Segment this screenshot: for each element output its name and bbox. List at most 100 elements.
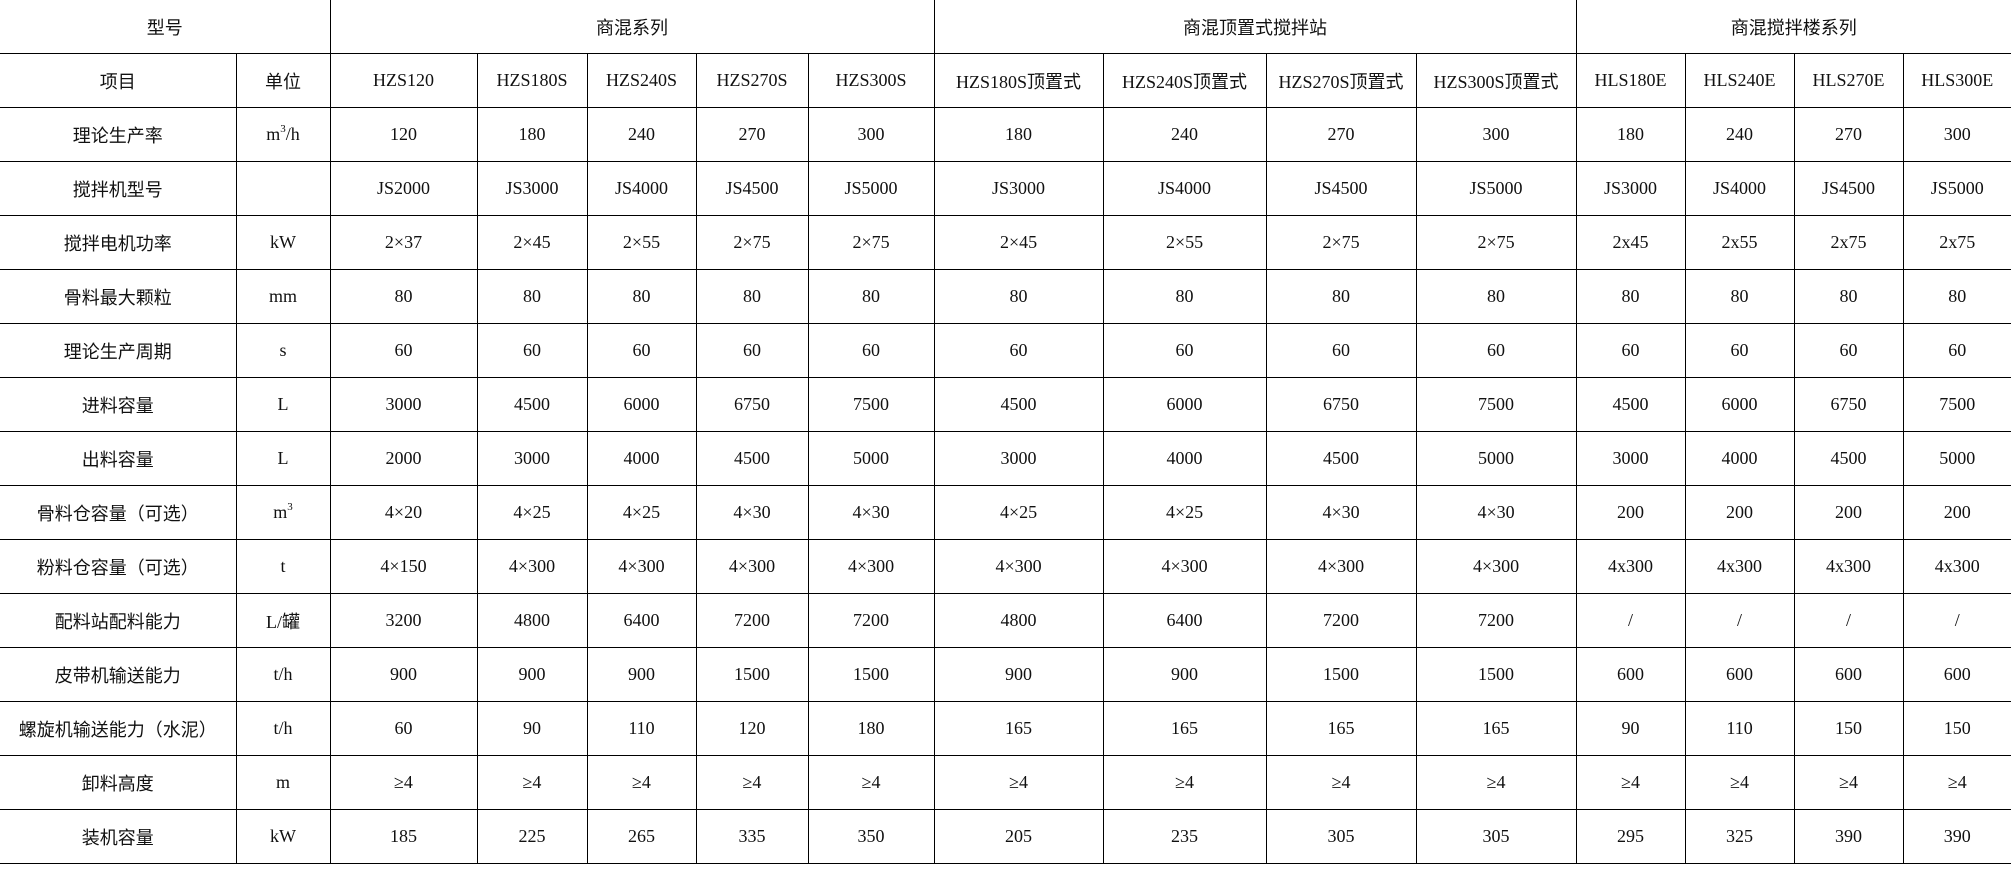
- unit-label: 单位: [235, 53, 331, 108]
- table-cell: /: [1684, 593, 1795, 648]
- table-cell: 60: [1684, 323, 1795, 378]
- table-cell: JS3000: [476, 161, 588, 216]
- table-cell: 60: [1793, 323, 1904, 378]
- table-cell: 4×300: [1415, 539, 1577, 594]
- table-cell: 3000: [329, 377, 478, 432]
- unit-base: m: [266, 124, 281, 144]
- table-cell: 900: [1102, 647, 1267, 702]
- table-cell: 4×30: [807, 485, 935, 540]
- table-cell: JS5000: [807, 161, 935, 216]
- row-unit: m3/h: [235, 107, 331, 162]
- table-cell: 6000: [586, 377, 697, 432]
- table-cell: 150: [1793, 701, 1904, 756]
- table-cell: 6750: [1793, 377, 1904, 432]
- table-cell: 6750: [1265, 377, 1417, 432]
- table-row: 搅拌电机功率 kW 2×37 2×45 2×55 2×75 2×75 2×45 2×55 2×75…: [0, 215, 2011, 270]
- table-cell: 90: [1575, 701, 1686, 756]
- row-item: 配料站配料能力: [0, 593, 237, 648]
- table-cell: 4x300: [1684, 539, 1795, 594]
- model-header: HZS300S顶置式: [1415, 53, 1577, 108]
- table-cell: 2×75: [807, 215, 935, 270]
- table-row: 螺旋机输送能力（水泥） t/h 60 90 110 120 180 165 165 165 165 9…: [0, 701, 2011, 756]
- table-cell: 6000: [1684, 377, 1795, 432]
- table-cell: 60: [1415, 323, 1577, 378]
- table-cell: JS2000: [329, 161, 478, 216]
- table-cell: 60: [329, 701, 478, 756]
- row-unit: L: [235, 377, 331, 432]
- model-header: HZS120: [329, 53, 478, 108]
- row-unit: mm: [235, 269, 331, 324]
- table-cell: 60: [329, 323, 478, 378]
- table-cell: 4×25: [476, 485, 588, 540]
- row-unit: [235, 161, 331, 216]
- unit-suffix: /h: [285, 124, 300, 144]
- table-cell: 600: [1902, 647, 2011, 702]
- table-cell: 4×30: [695, 485, 809, 540]
- table-cell: 390: [1902, 809, 2011, 864]
- table-cell: 305: [1265, 809, 1417, 864]
- table-cell: 2×37: [329, 215, 478, 270]
- table-cell: 2×45: [933, 215, 1104, 270]
- table-cell: 205: [933, 809, 1104, 864]
- table-cell: 80: [695, 269, 809, 324]
- table-cell: 80: [1684, 269, 1795, 324]
- group-header: 商混顶置式搅拌站: [933, 0, 1577, 54]
- table-cell: 7200: [695, 593, 809, 648]
- table-cell: ≥4: [695, 755, 809, 810]
- table-cell: 4x300: [1793, 539, 1904, 594]
- table-cell: 2×75: [695, 215, 809, 270]
- table-cell: 350: [807, 809, 935, 864]
- table-cell: 4×25: [586, 485, 697, 540]
- table-cell: 4×300: [586, 539, 697, 594]
- table-cell: 6750: [695, 377, 809, 432]
- table-cell: JS5000: [1902, 161, 2011, 216]
- table-cell: 165: [933, 701, 1104, 756]
- table-cell: JS4000: [1684, 161, 1795, 216]
- table-cell: 1500: [807, 647, 935, 702]
- table-row: 骨料仓容量（可选） m3 4×20 4×25 4×25 4×30 4×30 4×25 4×25 4…: [0, 485, 2011, 540]
- table-cell: /: [1902, 593, 2011, 648]
- table-cell: 165: [1265, 701, 1417, 756]
- row-item: 骨料仓容量（可选）: [0, 485, 237, 540]
- table-cell: 270: [1265, 107, 1417, 162]
- group-header-row: 型号 商混系列 商混顶置式搅拌站 商混搅拌楼系列: [0, 0, 2011, 54]
- table-cell: 325: [1684, 809, 1795, 864]
- table-cell: 60: [1902, 323, 2011, 378]
- row-item: 装机容量: [0, 809, 237, 864]
- table-cell: 4×300: [933, 539, 1104, 594]
- table-cell: 4500: [1265, 431, 1417, 486]
- table-cell: 6000: [1102, 377, 1267, 432]
- unit-superscript: 3: [280, 123, 286, 135]
- table-cell: 200: [1684, 485, 1795, 540]
- table-cell: JS4500: [1265, 161, 1417, 216]
- table-row: 粉料仓容量（可选） t 4×150 4×300 4×300 4×300 4×300 4×300…: [0, 539, 2011, 594]
- table-cell: 6400: [586, 593, 697, 648]
- table-cell: 180: [1575, 107, 1686, 162]
- row-unit: t/h: [235, 701, 331, 756]
- table-cell: 225: [476, 809, 588, 864]
- table-cell: JS5000: [1415, 161, 1577, 216]
- table-cell: 4000: [1684, 431, 1795, 486]
- table-cell: 600: [1575, 647, 1686, 702]
- table-cell: 80: [1265, 269, 1417, 324]
- table-cell: 4×300: [695, 539, 809, 594]
- table-cell: 4×150: [329, 539, 478, 594]
- table-cell: 265: [586, 809, 697, 864]
- table-cell: 60: [586, 323, 697, 378]
- table-cell: 240: [1684, 107, 1795, 162]
- table-cell: 7500: [807, 377, 935, 432]
- table-cell: ≥4: [1902, 755, 2011, 810]
- table-cell: 4000: [586, 431, 697, 486]
- table-cell: ≥4: [1793, 755, 1904, 810]
- table-cell: 4x300: [1902, 539, 2011, 594]
- table-cell: 1500: [695, 647, 809, 702]
- table-cell: 900: [476, 647, 588, 702]
- model-header: HZS240S顶置式: [1102, 53, 1267, 108]
- table-cell: ≥4: [329, 755, 478, 810]
- table-cell: 60: [476, 323, 588, 378]
- table-cell: ≥4: [586, 755, 697, 810]
- table-cell: 60: [933, 323, 1104, 378]
- table-cell: 240: [586, 107, 697, 162]
- table-cell: 900: [329, 647, 478, 702]
